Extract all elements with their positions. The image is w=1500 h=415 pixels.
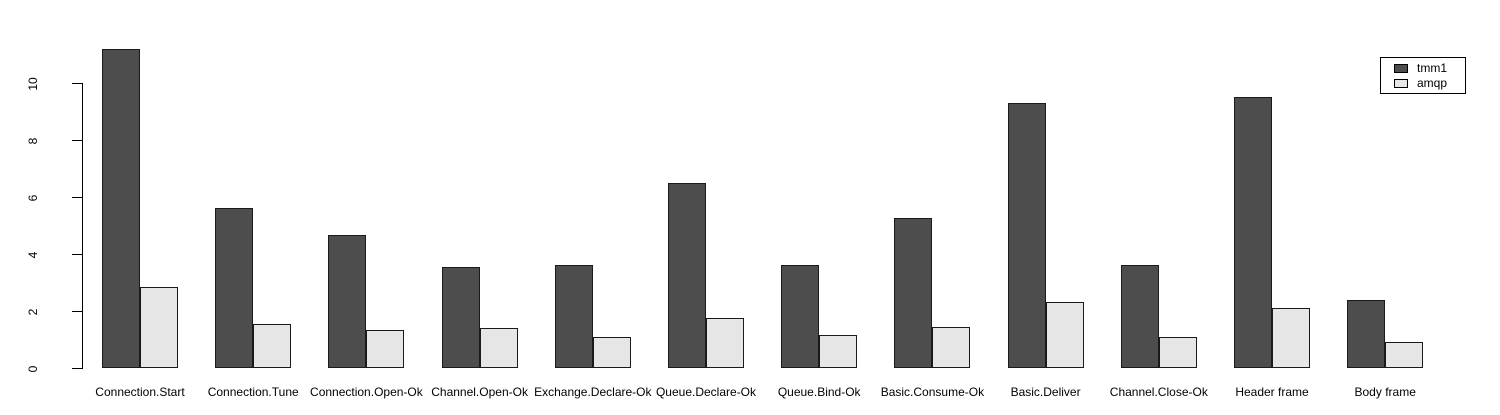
legend-label-tmm1: tmm1: [1417, 61, 1447, 75]
x-category-label-channel-close-ok: Channel.Close-Ok: [1109, 385, 1208, 399]
bar-tmm1-body-frame: [1347, 299, 1386, 368]
x-category-label-connection-tune: Connection.Tune: [207, 385, 299, 399]
y-tick-mark-6: [72, 197, 82, 198]
y-tick-mark-4: [72, 254, 82, 255]
legend-label-amqp: amqp: [1417, 76, 1448, 90]
bar-amqp-channel-open-ok: [479, 328, 518, 368]
y-tick-label-2: 2: [26, 308, 40, 315]
bar-tmm1-channel-open-ok: [441, 266, 480, 368]
legend-entry-tmm1: tmm1: [1394, 62, 1465, 74]
bar-tmm1-channel-close-ok: [1120, 265, 1159, 368]
bar-amqp-basic-consume-ok: [932, 326, 971, 368]
y-tick-label-4: 4: [26, 251, 40, 258]
bar-amqp-body-frame: [1385, 342, 1424, 368]
y-tick-mark-2: [72, 311, 82, 312]
bar-amqp-exchange-declare-ok: [592, 336, 631, 368]
bar-amqp-basic-deliver: [1045, 302, 1084, 368]
bar-amqp-queue-declare-ok: [706, 318, 744, 368]
bar-tmm1-queue-bind-ok: [781, 265, 820, 368]
legend: tmm1 amqp: [1380, 57, 1466, 94]
x-category-label-queue-declare-ok: Queue.Declare-Ok: [655, 385, 757, 399]
x-category-label-basic-consume-ok: Basic.Consume-Ok: [880, 385, 985, 399]
x-category-label-connection-start: Connection.Start: [95, 385, 185, 399]
bar-amqp-header-frame: [1272, 308, 1310, 368]
x-category-label-queue-bind-ok: Queue.Bind-Ok: [777, 385, 861, 399]
bar-tmm1-basic-deliver: [1007, 102, 1046, 368]
y-tick-label-0: 0: [26, 365, 40, 372]
x-category-label-basic-deliver: Basic.Deliver: [1010, 385, 1081, 399]
y-tick-label-10: 10: [26, 76, 40, 91]
bar-amqp-connection-tune: [253, 323, 292, 368]
x-category-label-channel-open-ok: Channel.Open-Ok: [431, 385, 528, 399]
bar-amqp-channel-close-ok: [1158, 336, 1197, 368]
bar-tmm1-connection-start: [102, 48, 140, 368]
bar-tmm1-basic-consume-ok: [894, 218, 933, 368]
x-category-label-exchange-declare-ok: Exchange.Declare-Ok: [534, 385, 652, 399]
bar-tmm1-connection-open-ok: [328, 235, 367, 368]
legend-swatch-amqp: [1394, 78, 1408, 88]
y-tick-label-6: 6: [26, 194, 40, 201]
y-tick-mark-0: [72, 368, 82, 369]
y-tick-label-8: 8: [26, 137, 40, 144]
bar-tmm1-header-frame: [1234, 97, 1272, 368]
bar-tmm1-queue-declare-ok: [668, 182, 706, 368]
x-category-label-connection-open-ok: Connection.Open-Ok: [310, 385, 423, 399]
bar-amqp-queue-bind-ok: [819, 335, 858, 368]
y-tick-mark-8: [72, 140, 82, 141]
y-tick-mark-10: [72, 83, 82, 84]
bar-amqp-connection-start: [140, 286, 178, 368]
x-category-label-body-frame: Body frame: [1354, 385, 1416, 399]
bar-tmm1-exchange-declare-ok: [554, 265, 593, 368]
x-category-label-header-frame: Header frame: [1235, 385, 1309, 399]
legend-entry-amqp: amqp: [1394, 77, 1465, 89]
bar-tmm1-connection-tune: [215, 208, 254, 368]
y-axis-line: [82, 83, 83, 369]
bar-amqp-connection-open-ok: [366, 329, 405, 368]
legend-swatch-tmm1: [1394, 63, 1408, 73]
